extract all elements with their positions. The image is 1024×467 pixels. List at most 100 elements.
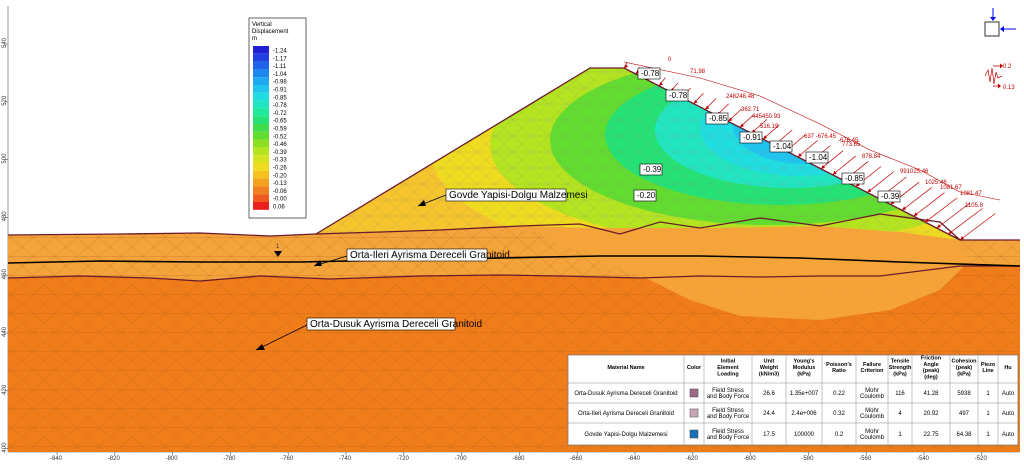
table-cell: 116 [895, 391, 905, 397]
load-arrow [901, 187, 932, 211]
table-row: Orta-Dusuk Ayrisma Dereceli Granitoid Fie… [574, 388, 1014, 400]
svg-text:Orta-Dusuk Ayrisma Dereceli Gr: Orta-Dusuk Ayrisma Dereceli Granitoid [310, 319, 482, 330]
table-cell: Govde Yapisi-Dolgu Malzemesi [584, 432, 667, 438]
load-arrow-head [624, 64, 628, 68]
table-cell: 100000 [794, 432, 815, 438]
load-value: 362.71 [741, 107, 760, 113]
contour-label: -0.20 [633, 189, 657, 202]
y-tick-label: 500 [2, 153, 8, 164]
load-value: 1105.8 [965, 203, 984, 209]
legend-value: -1.17 [273, 56, 287, 62]
load-arrow [959, 213, 996, 241]
load-value: 71.98 [690, 69, 706, 75]
table-cell: 26.6 [763, 391, 775, 397]
callout-govde[interactable]: Govde Yapisi-Dolgu Malzemesi [417, 188, 588, 207]
load-arrow [797, 140, 818, 158]
legend-swatch [253, 100, 269, 109]
table-cell: 2.4e+006 [791, 411, 817, 417]
x-tick-label: -760 [281, 456, 294, 462]
load-arrow [925, 197, 958, 223]
table-cell: Field Stress and Body Force [707, 429, 750, 441]
x-tick-label: -720 [397, 456, 410, 462]
x-tick-label: -640 [628, 456, 641, 462]
table-header-cell: Poisson's Ratio [826, 362, 852, 374]
table-row: Govde Yapisi-Dolgu Malzemesi Field Stress… [584, 429, 1014, 441]
x-tick-label: -580 [801, 456, 814, 462]
table-cell: Mohr Coulomb [860, 408, 885, 420]
legend-swatch [253, 163, 269, 171]
x-tick-label: -520 [975, 456, 988, 462]
y-tick-label: 400 [2, 442, 8, 453]
load-arrow-head [797, 152, 802, 157]
load-arrow-head [925, 218, 930, 223]
load-value: 445450.93 [752, 114, 781, 120]
load-arrow-head [913, 212, 918, 217]
load-value: 516.19 [760, 124, 779, 130]
table-cell: 1 [986, 391, 990, 397]
x-tick-label: -700 [455, 456, 468, 462]
load-arrow-head [902, 206, 907, 211]
load-arrow-head [728, 117, 733, 122]
y-tick-label: 460 [2, 269, 8, 280]
legend-value: -0.39 [273, 150, 287, 156]
table-cell: Orta-Ileri Ayrisma Dereceli Granitoid [578, 411, 674, 417]
y-tick-label: 420 [2, 384, 8, 395]
table-header-cell: Color [687, 365, 702, 371]
y-axis-ticks: 540 520 500 480 460 440 420 400 [2, 37, 8, 453]
svg-text:-0.78: -0.78 [641, 69, 660, 78]
legend-value: -0.20 [273, 173, 287, 179]
legend-swatch [253, 139, 269, 148]
table-cell: Mohr Coulomb [860, 429, 885, 441]
callout-orta-dusuk[interactable]: Orta-Dusuk Ayrisma Dereceli Granitoid [255, 317, 482, 351]
legend-swatch [253, 202, 269, 210]
legend-swatch [253, 69, 269, 78]
svg-text:0.2: 0.2 [1003, 64, 1012, 70]
load-envelope [623, 61, 1001, 201]
x-tick-label: -540 [917, 456, 930, 462]
load-arrow [948, 208, 983, 235]
load-arrow-head [936, 224, 941, 229]
load-arrow-head [855, 182, 860, 187]
legend-swatch [253, 147, 269, 156]
material-color-swatch [689, 388, 699, 398]
load-arrow-head [705, 105, 710, 110]
layer-boundaries [7, 67, 1020, 282]
legend-value: -1.11 [273, 64, 287, 70]
svg-text:Orta-Ileri Ayrisma Dereceli Gr: Orta-Ileri Ayrisma Dereceli Granitoid [350, 250, 510, 261]
table-cell: 1 [986, 432, 990, 438]
table-cell: Orta-Dusuk Ayrisma Dereceli Granitoid [574, 391, 677, 397]
svg-text:-1.04: -1.04 [773, 142, 792, 151]
legend-value: -0.78 [273, 103, 287, 109]
load-value: 1081.67 [940, 185, 962, 191]
svg-text:-0.85: -0.85 [845, 174, 864, 183]
load-arrow-head [960, 236, 964, 240]
svg-text:Vertical: Vertical [252, 22, 272, 28]
x-tick-label: -820 [108, 456, 121, 462]
load-arrow-head [693, 99, 698, 104]
restraint-icon [984, 8, 1016, 37]
table-cell: 497 [959, 411, 970, 417]
legend-swatch [253, 108, 269, 117]
x-tick-label: -600 [744, 456, 757, 462]
seismic-load-icon: 0.2 0.13 [984, 63, 1015, 91]
legend-swatch [253, 186, 269, 195]
load-value: 1081.47 [960, 191, 982, 197]
material-properties-table: Material Name Color Initial Element Loading U… [567, 354, 1019, 446]
legend-swatch [253, 131, 269, 140]
table-cell: Field Stress and Body Force [707, 408, 750, 420]
legend-swatch [253, 178, 269, 187]
table-cell: 0.32 [833, 411, 845, 417]
legend-value: -0.65 [273, 119, 287, 125]
table-cell: 20.92 [923, 411, 939, 417]
load-arrow [867, 171, 894, 193]
table-header-cell: Tensile Strength (kPa) [889, 359, 912, 378]
contour-label: -0.85 [841, 172, 865, 185]
svg-text:Govde Yapisi-Dolgu Malzemesi: Govde Yapisi-Dolgu Malzemesi [449, 190, 588, 201]
callout-orta-ileri[interactable]: Orta-Ileri Ayrisma Dereceli Granitoid [313, 248, 510, 267]
table-header-cell: Hu [1004, 365, 1011, 371]
table-cell: Field Stress and Body Force [707, 388, 750, 400]
table-cell: Auto [1002, 391, 1015, 397]
table-cell: 0.22 [833, 391, 845, 397]
